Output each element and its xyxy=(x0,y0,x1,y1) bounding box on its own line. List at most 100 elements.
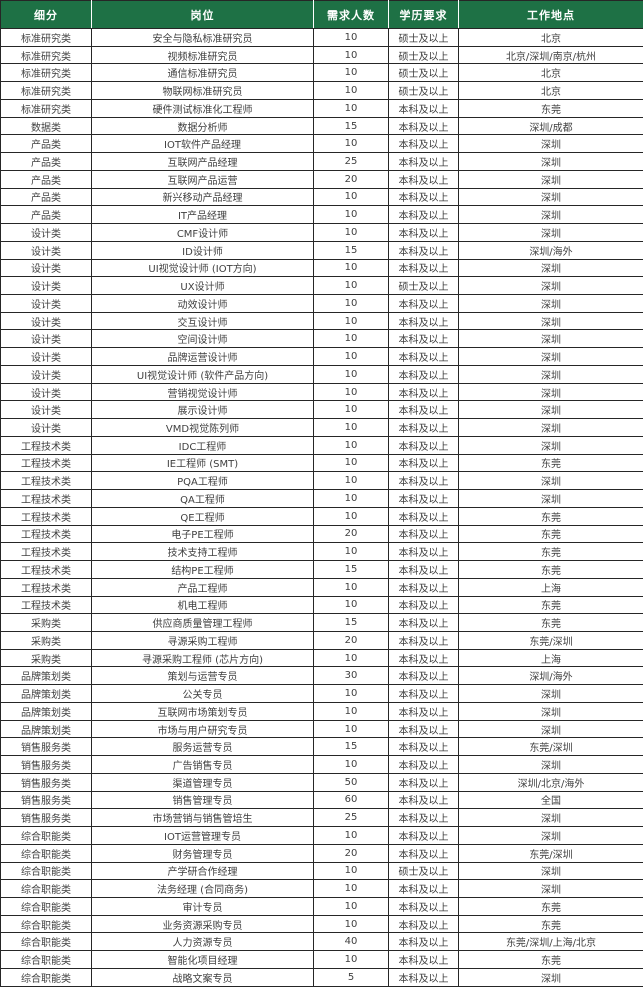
table-row: 综合职能类 审计专员 10 本科及以上 东莞 xyxy=(0,896,643,916)
cell-category: 工程技术类 xyxy=(0,453,92,473)
table-row: 产品类 IT产品经理 10 本科及以上 深圳 xyxy=(0,205,643,225)
cell-category: 工程技术类 xyxy=(0,595,92,615)
cell-location: 深圳 xyxy=(458,152,643,171)
cell-location: 东莞 xyxy=(458,524,643,544)
cell-position: IE工程师 (SMT) xyxy=(91,453,314,473)
cell-category: 设计类 xyxy=(0,294,92,313)
cell-education: 本科及以上 xyxy=(388,577,459,597)
cell-position: 数据分析师 xyxy=(91,116,314,136)
cell-position: 电子PE工程师 xyxy=(91,524,314,544)
cell-headcount: 10 xyxy=(313,914,389,934)
cell-category: 综合职能类 xyxy=(0,932,92,952)
cell-education: 本科及以上 xyxy=(388,701,459,721)
cell-category: 品牌策划类 xyxy=(0,666,92,686)
cell-category: 采购类 xyxy=(0,630,92,650)
cell-headcount: 10 xyxy=(313,276,389,296)
cell-position: 供应商质量管理工程师 xyxy=(91,613,314,632)
cell-headcount: 10 xyxy=(313,506,389,526)
cell-position: 法务经理 (合同商务) xyxy=(91,879,314,898)
cell-location: 深圳 xyxy=(458,879,643,898)
cell-location: 北京 xyxy=(458,28,643,47)
cell-location: 深圳/北京/海外 xyxy=(458,772,643,792)
cell-category: 标准研究类 xyxy=(0,45,92,65)
cell-position: 互联网产品运营 xyxy=(91,169,314,189)
cell-location: 深圳/成都 xyxy=(458,116,643,136)
cell-education: 本科及以上 xyxy=(388,524,459,544)
cell-category: 综合职能类 xyxy=(0,896,92,916)
table-row: 品牌策划类 公关专员 10 本科及以上 深圳 xyxy=(0,684,643,703)
cell-category: 销售服务类 xyxy=(0,737,92,757)
table-row: 综合职能类 智能化项目经理 10 本科及以上 东莞 xyxy=(0,950,643,969)
table-row: 综合职能类 业务资源采购专员 10 本科及以上 东莞 xyxy=(0,914,643,934)
cell-location: 上海 xyxy=(458,577,643,597)
cell-headcount: 15 xyxy=(313,240,389,260)
cell-location: 深圳 xyxy=(458,418,643,437)
cell-position: 结构PE工程师 xyxy=(91,560,314,579)
cell-headcount: 15 xyxy=(313,560,389,579)
cell-education: 本科及以上 xyxy=(388,772,459,792)
table-row: 销售服务类 服务运营专员 15 本科及以上 东莞/深圳 xyxy=(0,737,643,757)
cell-category: 销售服务类 xyxy=(0,772,92,792)
cell-location: 深圳 xyxy=(458,755,643,774)
cell-education: 本科及以上 xyxy=(388,914,459,934)
cell-category: 综合职能类 xyxy=(0,843,92,863)
cell-location: 上海 xyxy=(458,648,643,668)
cell-location: 深圳 xyxy=(458,223,643,242)
col-header-category: 细分 xyxy=(0,0,92,29)
cell-category: 工程技术类 xyxy=(0,489,92,508)
cell-category: 工程技术类 xyxy=(0,435,92,455)
cell-position: 通信标准研究员 xyxy=(91,63,314,83)
cell-education: 本科及以上 xyxy=(388,932,459,952)
cell-category: 工程技术类 xyxy=(0,524,92,544)
col-header-headcount: 需求人数 xyxy=(313,0,389,29)
cell-category: 工程技术类 xyxy=(0,577,92,597)
table-row: 数据类 数据分析师 15 本科及以上 深圳/成都 xyxy=(0,116,643,136)
cell-location: 深圳/海外 xyxy=(458,240,643,260)
cell-category: 产品类 xyxy=(0,134,92,154)
table-row: 综合职能类 财务管理专员 20 本科及以上 东莞/深圳 xyxy=(0,843,643,863)
cell-category: 综合职能类 xyxy=(0,861,92,881)
cell-position: QE工程师 xyxy=(91,506,314,526)
cell-headcount: 10 xyxy=(313,223,389,242)
cell-position: 技术支持工程师 xyxy=(91,542,314,562)
cell-headcount: 60 xyxy=(313,790,389,810)
cell-headcount: 10 xyxy=(313,542,389,562)
table-row: 设计类 动效设计师 10 本科及以上 深圳 xyxy=(0,294,643,313)
cell-education: 本科及以上 xyxy=(388,240,459,260)
cell-location: 东莞 xyxy=(458,542,643,562)
cell-education: 本科及以上 xyxy=(388,364,459,384)
cell-position: QA工程师 xyxy=(91,489,314,508)
table-row: 综合职能类 人力资源专员 40 本科及以上 东莞/深圳/上海/北京 xyxy=(0,932,643,952)
table-row: 工程技术类 结构PE工程师 15 本科及以上 东莞 xyxy=(0,560,643,579)
table-row: 设计类 UI视觉设计师 (IOT方向) 10 本科及以上 深圳 xyxy=(0,258,643,278)
cell-education: 本科及以上 xyxy=(388,382,459,402)
cell-category: 品牌策划类 xyxy=(0,719,92,739)
cell-category: 设计类 xyxy=(0,276,92,296)
cell-location: 东莞/深圳 xyxy=(458,843,643,863)
cell-location: 北京/深圳/南京/杭州 xyxy=(458,45,643,65)
cell-location: 东莞/深圳/上海/北京 xyxy=(458,932,643,952)
cell-location: 深圳 xyxy=(458,489,643,508)
cell-position: 物联网标准研究员 xyxy=(91,81,314,100)
cell-position: VMD视觉陈列师 xyxy=(91,418,314,437)
cell-education: 本科及以上 xyxy=(388,134,459,154)
cell-location: 深圳 xyxy=(458,187,643,207)
cell-category: 设计类 xyxy=(0,223,92,242)
cell-education: 本科及以上 xyxy=(388,542,459,562)
cell-category: 销售服务类 xyxy=(0,808,92,828)
cell-headcount: 25 xyxy=(313,808,389,828)
cell-position: ID设计师 xyxy=(91,240,314,260)
cell-position: 广告销售专员 xyxy=(91,755,314,774)
cell-position: IDC工程师 xyxy=(91,435,314,455)
cell-headcount: 10 xyxy=(313,45,389,65)
cell-education: 本科及以上 xyxy=(388,329,459,349)
cell-position: 审计专员 xyxy=(91,896,314,916)
table-row: 工程技术类 产品工程师 10 本科及以上 上海 xyxy=(0,577,643,597)
cell-position: 硬件测试标准化工程师 xyxy=(91,98,314,118)
cell-category: 设计类 xyxy=(0,258,92,278)
cell-education: 本科及以上 xyxy=(388,666,459,686)
cell-location: 北京 xyxy=(458,63,643,83)
table-row: 销售服务类 广告销售专员 10 本科及以上 深圳 xyxy=(0,755,643,774)
cell-headcount: 10 xyxy=(313,950,389,969)
